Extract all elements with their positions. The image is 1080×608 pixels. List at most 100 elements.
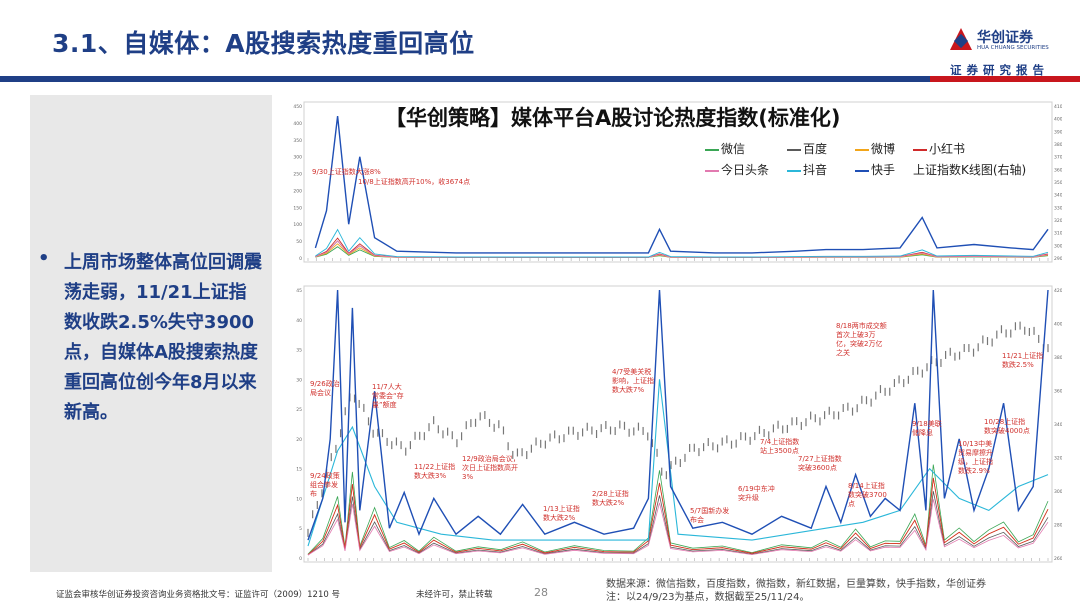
top-left-axis-tick-label: 450 [293, 104, 302, 110]
annotation-bottom-13: 8/14上证指数突破3700点 [848, 482, 887, 508]
top-right-axis-tick-label: 3300 [1054, 205, 1062, 211]
bullet-dot: • [38, 248, 50, 269]
top-left-axis-tick-label: 150 [293, 205, 302, 211]
top-right-axis-tick-label: 3600 [1054, 167, 1062, 173]
legend-item-kuaishou: 快手 [855, 161, 895, 178]
top-series-line [315, 228, 1049, 258]
annotation-bottom-11: 7/4上证指数站上3500点 [760, 438, 800, 455]
bottom-left-axis-tick-label: 20 [296, 437, 302, 443]
summary-text: 上周市场整体高位回调震荡走弱，11/21上证指数收跌2.5%失守3900点，自媒… [64, 252, 262, 423]
bottom-left-axis-tick-label: 5 [299, 526, 302, 532]
top-left-axis-tick-label: 100 [293, 222, 302, 228]
top-left-axis-tick-label: 0 [299, 256, 302, 262]
legend-swatch [787, 148, 801, 151]
top-right-axis-tick-label: 3000 [1054, 243, 1062, 249]
page-title: 3.1、自媒体：A股搜索热度重回高位 [52, 29, 475, 58]
bottom-panel-frame [303, 285, 1053, 563]
legend-label: 快手 [871, 163, 896, 177]
annotation-bottom-7: 2/28上证指数大跌2% [592, 490, 629, 507]
bottom-series-kuaishou [307, 289, 1049, 541]
chart-legend: 微信 百度 微博 小红书 今日头条 抖音 快手 上证指数K线图(右轴) [705, 140, 1050, 182]
bottom-right-axis-tick-label: 2600 [1054, 556, 1062, 562]
data-source-note: 数据来源：微信指数，百度指数，微指数，新红数据，巨量算数，快手指数，华创证券 注… [606, 578, 1056, 604]
annotation-bottom-18: 11/21上证指数跌2.5% [1002, 352, 1044, 369]
top-panel-frame [303, 101, 1053, 263]
annotation-bottom-14: 8/18两市成交额首次上破3万亿，突破2万亿之关 [836, 322, 887, 357]
bottom-right-axis-tick-label: 3000 [1054, 489, 1062, 495]
legend-item-wechat: 微信 [705, 140, 745, 157]
legend-item-weibo: 微博 [855, 140, 895, 157]
logo-name: 华创证券 [977, 30, 1033, 46]
copyright-notice: 未经许可，禁止转载 [416, 590, 493, 600]
legend-label: 小红书 [929, 142, 966, 156]
annotation-bottom-9: 5/7国新办发布会 [690, 507, 730, 524]
top-series-kuaishou [314, 116, 1049, 254]
top-left-axis-tick-label: 350 [293, 138, 302, 144]
legend-item-index: 上证指数K线图(右轴) [913, 161, 1026, 178]
annotation-bottom-8: 4/7受美关税影响，上证指数大跌7% [612, 368, 654, 394]
top-left-axis-tick-label: 200 [293, 188, 302, 194]
annotation-bottom-15: 9/18美联储降息 [912, 420, 942, 437]
legend-label: 抖音 [803, 163, 828, 177]
legend-label: 上证指数K线图(右轴) [913, 163, 1027, 177]
bottom-left-axis-tick-label: 40 [296, 318, 302, 324]
legend-item-toutiao: 今日头条 [705, 161, 769, 178]
logo-mark-icon [950, 28, 972, 50]
top-right-axis-tick-label: 3400 [1054, 193, 1062, 199]
chart-svg: 0501001502002503003504004502900300031003… [293, 101, 1066, 563]
chart-area: 0501001502002503003504004502900300031003… [290, 100, 1066, 575]
legend-swatch [855, 148, 869, 151]
bottom-series-line [307, 477, 1049, 556]
bottom-left-axis-tick-label: 45 [296, 288, 302, 294]
annotation-bottom-6: 1/13上证指数大跌2% [543, 505, 580, 522]
annotation-bottom-1: 9/24政策组合拳发布 [310, 472, 340, 498]
annotation-bottom-5: 12/9政治局会议，次日上证指数高开3% [462, 455, 520, 481]
top-left-axis-tick-label: 300 [293, 155, 302, 161]
annotation-bottom-4: 11/22上证指数大跌3% [414, 463, 456, 480]
top-right-axis-tick-label: 2900 [1054, 256, 1062, 262]
legend-item-baidu: 百度 [787, 140, 827, 157]
report-type-label: 证券研究报告 [950, 63, 1049, 77]
page-number: 28 [534, 586, 548, 599]
bottom-left-axis-tick-label: 15 [296, 467, 302, 473]
summary-panel [30, 95, 272, 572]
source-line: 数据来源：微信指数，百度指数，微指数，新红数据，巨量算数，快手指数，华创证券 [606, 579, 986, 590]
bottom-right-axis-tick-label: 2800 [1054, 523, 1062, 529]
top-right-axis-tick-label: 3500 [1054, 180, 1062, 186]
header-rule [0, 76, 930, 82]
annotation-bottom-12: 7/27上证指数突破3600点 [798, 455, 842, 472]
legend-label: 微博 [871, 142, 896, 156]
legend-label: 今日头条 [721, 163, 770, 177]
top-series-line [315, 240, 1049, 258]
bottom-left-axis-tick-label: 10 [296, 496, 302, 502]
legend-label: 微信 [721, 142, 746, 156]
bottom-right-axis-tick-label: 4000 [1054, 322, 1062, 328]
top-right-axis-tick-label: 3800 [1054, 142, 1062, 148]
annotation-bottom-10: 6/19中东冲突升级 [738, 485, 775, 502]
legend-label: 百度 [803, 142, 828, 156]
top-right-axis-tick-label: 3700 [1054, 155, 1062, 161]
legend-swatch [705, 148, 719, 151]
legend-swatch [705, 169, 719, 172]
annotation-top-1: 9/30上证指数大涨8% [312, 168, 381, 176]
annotation-top-2: 10/8上证指数高开10%，收3674点 [358, 178, 471, 186]
bottom-series-line [307, 499, 1049, 556]
legend-item-douyin: 抖音 [787, 161, 827, 178]
bottom-right-axis-tick-label: 3600 [1054, 389, 1062, 395]
annotation-bottom-3: 11/7人大常委会“存量”额度 [372, 383, 404, 409]
top-right-axis-tick-label: 3900 [1054, 129, 1062, 135]
top-series-line [315, 240, 1049, 258]
brand-logo: 华创证券 HUA CHUANG SECURITIES [950, 26, 1050, 56]
legend-swatch [913, 148, 927, 151]
bottom-left-axis-tick-label: 0 [299, 556, 302, 562]
annotation-bottom-17: 10/28上证指数突破4000点 [984, 418, 1030, 435]
bottom-right-axis-tick-label: 3800 [1054, 355, 1062, 361]
logo-english-name: HUA CHUANG SECURITIES [977, 45, 1049, 51]
license-text: 证监会审核华创证券投资咨询业务资格批文号：证监许可（2009）1210 号 [56, 590, 340, 600]
annotation-bottom-2: 9/26政治局会议 [310, 380, 340, 397]
legend-swatch [787, 169, 801, 172]
legend-item-xiaohongshu: 小红书 [913, 140, 965, 157]
top-left-axis-tick-label: 400 [293, 121, 302, 127]
annotation-bottom-16: 10/13中美贸易摩擦升级，上证指数跌2.9% [958, 440, 993, 475]
